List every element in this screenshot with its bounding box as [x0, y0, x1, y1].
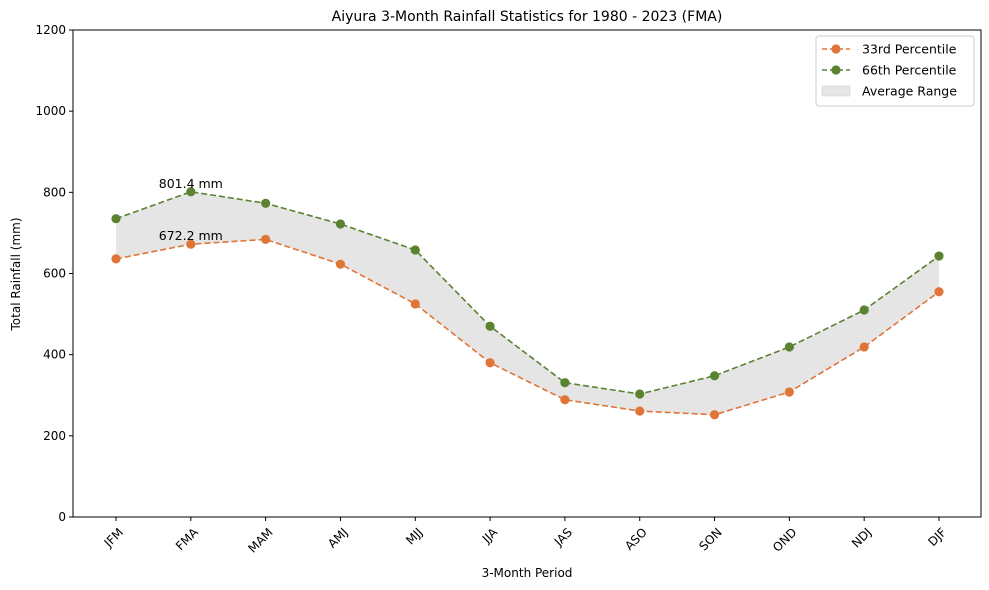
series-line-66th	[115, 190, 940, 395]
data-point	[485, 321, 495, 331]
data-point	[859, 305, 869, 315]
data-point	[261, 234, 271, 245]
y-tick-label: 600	[43, 267, 66, 281]
data-point	[111, 254, 121, 264]
legend-label-range: Average Range	[862, 84, 957, 99]
data-point	[784, 342, 794, 352]
data-point	[186, 187, 196, 197]
data-point	[709, 371, 720, 381]
data-point	[709, 410, 720, 420]
data-point	[934, 287, 944, 297]
data-point	[560, 378, 570, 388]
data-point	[859, 342, 869, 352]
x-axis-title: 3-Month Period	[482, 566, 573, 580]
average-range-fill	[116, 191, 939, 415]
data-point	[934, 251, 944, 261]
data-point	[335, 219, 346, 229]
legend-box	[815, 35, 975, 107]
data-point	[635, 389, 645, 399]
legend-marker-66th	[831, 65, 841, 75]
data-point	[186, 239, 196, 249]
data-point	[410, 299, 420, 309]
y-tick-label: 800	[43, 185, 66, 199]
data-point	[111, 214, 121, 224]
y-tick-label: 0	[58, 510, 66, 524]
legend-marker-33rd	[831, 44, 841, 54]
series-line-33rd	[115, 238, 940, 416]
y-axis-title: Total Rainfall (mm)	[9, 217, 23, 331]
y-tick-label: 200	[43, 429, 66, 443]
data-label: 801.4 mm	[159, 176, 223, 191]
data-point	[485, 358, 495, 368]
data-point	[784, 387, 794, 397]
data-point	[335, 259, 346, 269]
chart-title: Aiyura 3-Month Rainfall Statistics for 1…	[332, 9, 723, 25]
y-tick-label: 1000	[35, 104, 66, 118]
data-point	[410, 245, 420, 255]
legend-patch-range	[821, 85, 851, 97]
y-tick-label: 1200	[35, 23, 66, 37]
data-label: 672.2 mm	[159, 228, 223, 243]
legend: 33rd Percentile 66th Percentile Average Ra…	[815, 35, 975, 107]
data-point	[635, 406, 645, 416]
data-point	[261, 198, 271, 208]
y-tick-label: 400	[43, 348, 66, 362]
data-point	[560, 395, 570, 405]
legend-label-66th: 66th Percentile	[862, 63, 957, 78]
legend-label-33rd: 33rd Percentile	[862, 42, 957, 57]
